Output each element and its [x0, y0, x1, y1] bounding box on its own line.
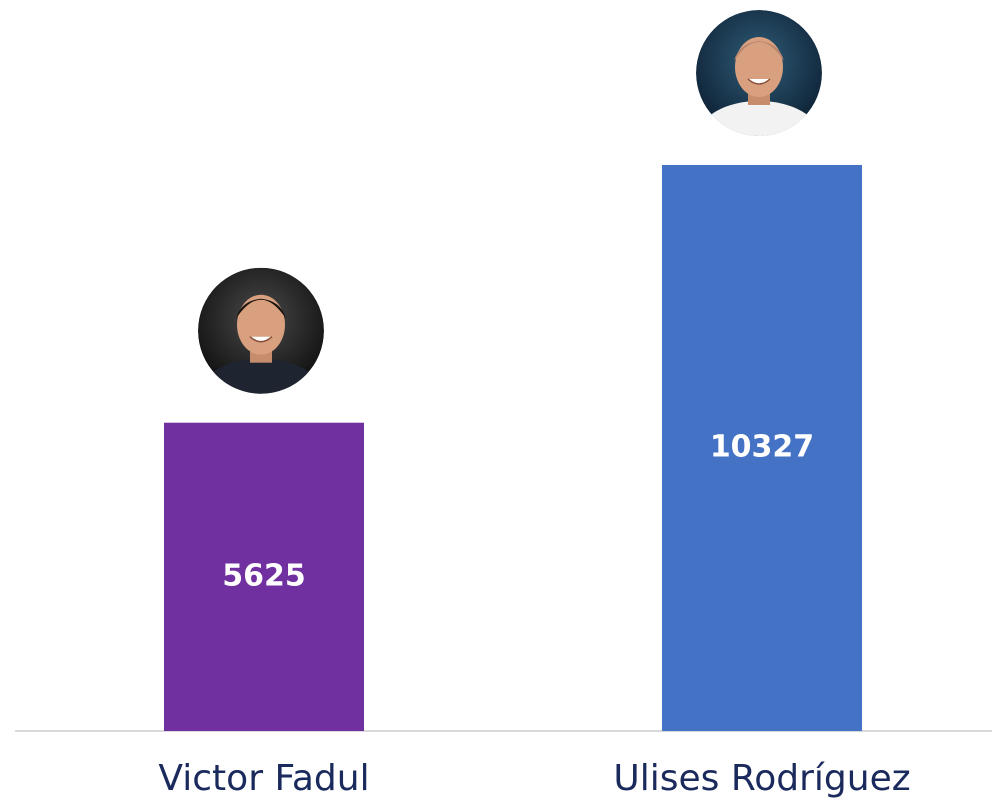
avatar [198, 267, 324, 394]
value-label: 5625 [222, 558, 306, 593]
bar [662, 165, 862, 731]
bar [164, 422, 364, 731]
avatar-head [237, 294, 285, 355]
avatar [696, 10, 822, 136]
avatar-hair [734, 41, 784, 61]
avatar-hair [236, 298, 286, 319]
avatar-head [735, 37, 783, 97]
category-label: Victor Fadul [158, 758, 369, 799]
avatar-body [699, 101, 819, 136]
avatar-smile [747, 78, 771, 85]
avatar-smile [249, 336, 273, 343]
avatar-photo [198, 267, 324, 394]
value-label: 10327 [710, 430, 814, 465]
category-label: Ulises Rodríguez [613, 758, 910, 799]
avatar-photo [696, 10, 822, 136]
avatar-body [201, 358, 321, 394]
